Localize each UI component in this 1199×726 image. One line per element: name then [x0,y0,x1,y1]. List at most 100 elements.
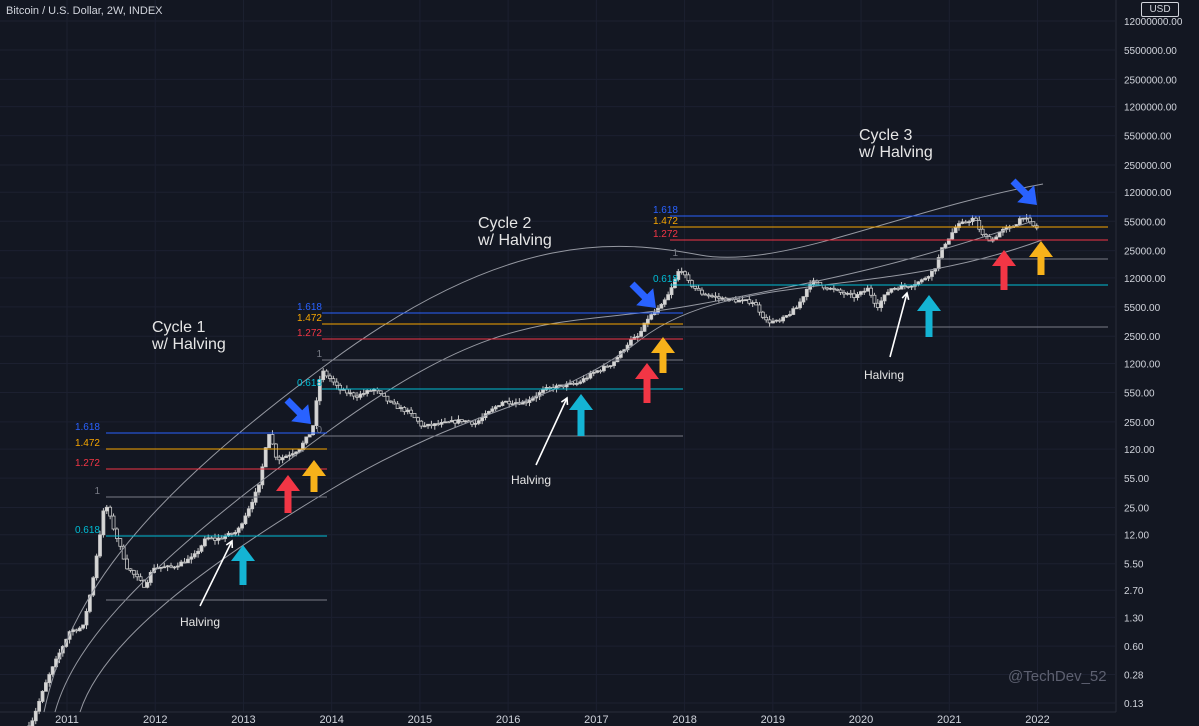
regression-band-middle [54,221,1031,713]
candle-body [47,674,52,684]
candle-body [767,319,772,324]
candle-body [940,247,944,258]
symbol-header[interactable]: Bitcoin / U.S. Dollar, 2W, INDEX [6,5,163,17]
candle-body [145,582,150,588]
candle-body [524,401,529,404]
candle-body [392,401,397,405]
candle-body [804,288,809,298]
candle-body [760,311,765,318]
candle-body [287,454,292,457]
candle-body [706,294,711,297]
candle-body [919,279,924,283]
x-tick-label: 2019 [761,714,785,726]
fib-label-f0618: 0.618 [297,378,322,389]
candle-body [855,294,860,298]
candle-body [40,690,45,702]
x-tick-label: 2012 [143,714,167,726]
y-tick-label: 55.00 [1124,474,1149,485]
candle-body [510,403,515,406]
candle-body [1021,217,1026,220]
candle-body [764,316,769,321]
candle-body [683,271,687,276]
candle-body [926,276,931,279]
candle-body [358,393,363,398]
y-tick-label: 2500.00 [1124,332,1161,343]
candle-body [930,270,934,277]
candle-body [716,296,721,299]
candle-body [700,289,704,295]
candle-body [909,285,914,288]
fib-1272-arrow-red-c2 [635,363,659,403]
candle-body [737,300,742,303]
candle-body [165,565,170,568]
candle-body [449,420,454,423]
y-tick-label: 1200000.00 [1124,103,1177,114]
candle-body [172,566,177,569]
candle-body [480,417,485,422]
candle-body [858,291,863,295]
candle-body [257,484,261,493]
candle-body [77,627,82,632]
candle-body [740,299,745,302]
fib-1472-arrow-orange-c3 [1029,241,1053,275]
candle-body [202,538,207,547]
fib-label-f1: 1 [672,248,678,259]
halving-label-2: Halving [511,473,551,487]
halving-pointer-1 [199,540,233,607]
candle-body [243,515,248,525]
currency-badge[interactable]: USD [1141,2,1179,17]
candle-body [629,339,633,346]
candle-body [750,302,755,305]
candle-body [943,243,948,249]
candle-body [595,370,600,373]
y-tick-label: 2.70 [1124,586,1144,597]
candle-body [720,297,725,300]
y-tick-label: 0.28 [1124,670,1144,681]
candle-body [686,274,691,281]
candle-body [828,287,833,290]
candle-body [541,389,545,393]
candle-body [33,710,38,722]
candle-body [135,573,140,578]
candle-body [946,238,951,245]
candle-body [825,287,829,290]
candle-body [605,365,610,368]
candle-body [842,291,846,295]
y-tick-label: 25000.00 [1124,247,1166,258]
candle-body [273,443,278,458]
candle-body [125,558,129,570]
candle-body [693,285,698,289]
candle-body [852,293,857,298]
candle-body [676,271,681,280]
candle-body [882,294,887,302]
candle-body [74,629,79,632]
candle-body [304,436,309,444]
candle-body [331,378,336,383]
candle-body [311,425,315,436]
candle-body [662,299,667,305]
candle-body [94,555,99,579]
candle-body [81,624,85,629]
candle-body [581,378,586,383]
candle-body [179,561,184,567]
candle-body [118,538,123,547]
candle-body [588,372,593,379]
peak-arrow-blue-c3 [1010,178,1037,205]
halving-pointer-1-head [225,539,234,549]
fib-1272-arrow-red-c1 [276,475,300,513]
fib-label-f1618: 1.618 [297,302,322,313]
y-tick-label: 12000000.00 [1124,17,1183,28]
candle-body [642,322,647,332]
candle-body [219,537,224,540]
fib-0618-arrow-cyan-c1 [231,545,255,585]
candle-body [527,399,532,403]
candle-body [158,566,163,569]
candle-body [689,280,694,287]
candle-body [263,447,268,468]
candle-body [497,405,501,408]
candle-body [612,361,616,366]
candle-body [402,407,407,413]
candle-body [784,315,789,318]
candle-body [710,295,715,298]
x-tick-label: 2018 [672,714,696,726]
